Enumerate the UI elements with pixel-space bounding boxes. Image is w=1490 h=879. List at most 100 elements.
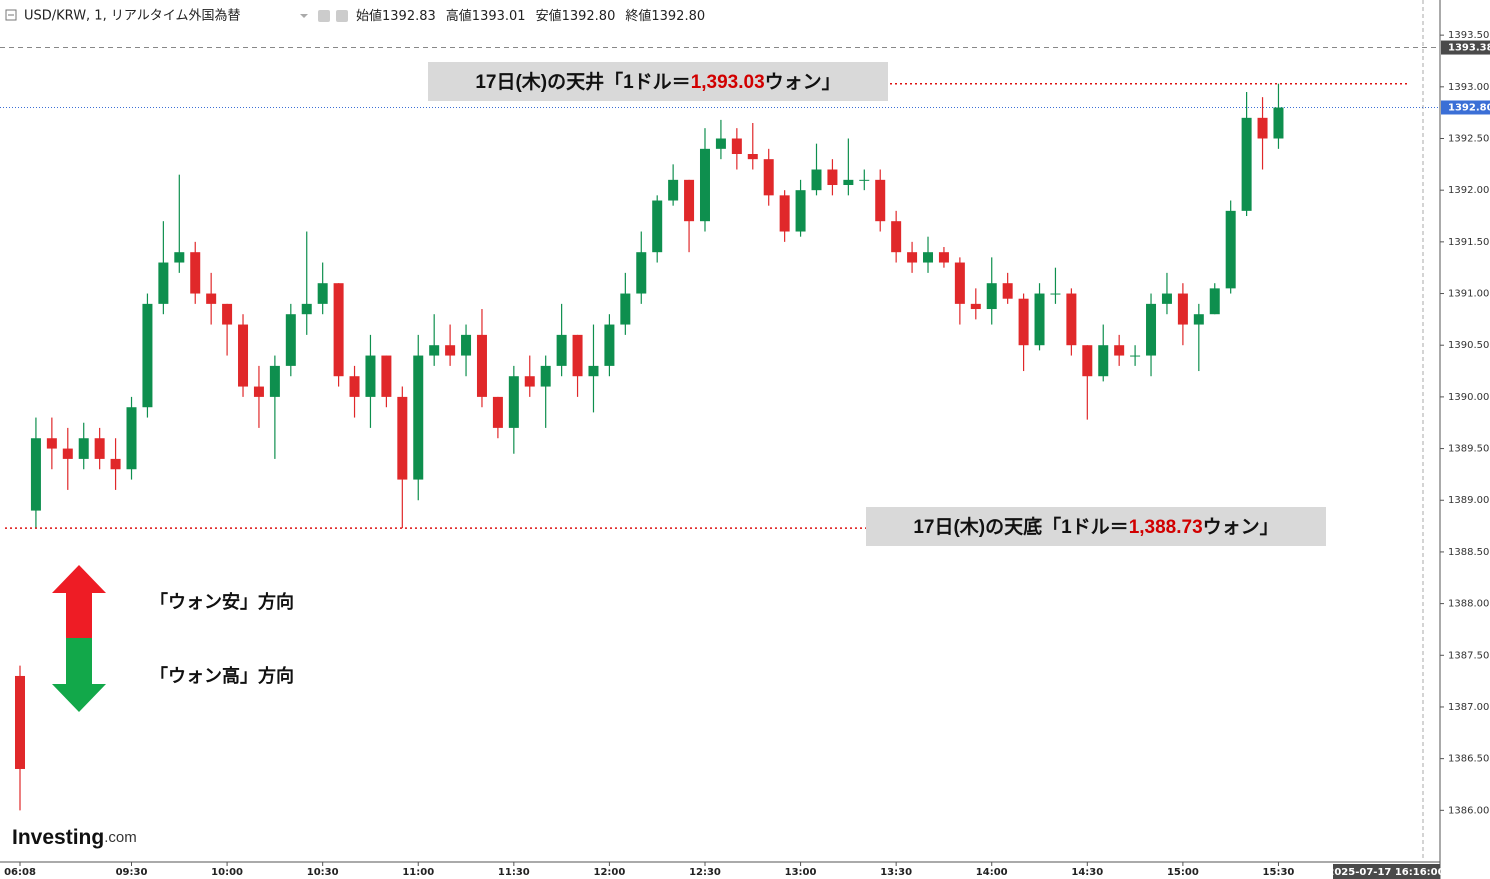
candle-body — [604, 324, 615, 366]
x-tick-label: 14:30 — [1071, 867, 1103, 878]
candle-body — [349, 376, 360, 397]
candle-body — [875, 179, 886, 222]
collapse-icon[interactable] — [5, 9, 17, 21]
candle-body — [1273, 107, 1284, 139]
candle-body — [923, 252, 934, 263]
candle-body — [381, 355, 392, 397]
candle-body — [46, 438, 57, 449]
candle-body — [206, 293, 217, 304]
candle-body — [126, 407, 137, 470]
x-tick-label: 10:30 — [307, 867, 339, 878]
candle-body — [731, 138, 742, 155]
dropdown-icon[interactable] — [300, 14, 308, 18]
cursor-time: 2025-07-17 16:16:00 — [1327, 867, 1444, 878]
candle-body — [540, 365, 551, 387]
candle-body — [1241, 117, 1252, 211]
y-tick-label: 1389.00 — [1448, 495, 1489, 506]
candle-body — [970, 303, 981, 310]
last-price-tag — [1441, 100, 1490, 115]
candle-body — [1257, 117, 1268, 139]
x-tick-label: 13:30 — [880, 867, 912, 878]
candle-body — [269, 365, 280, 397]
candle-body — [1130, 355, 1141, 357]
x-tick-label: 15:00 — [1167, 867, 1199, 878]
candle-body — [652, 200, 663, 253]
annotation-text: ウォン」 — [765, 71, 841, 93]
up-arrow — [52, 565, 106, 638]
direction-note: 「ウォン高」方向 — [150, 665, 294, 687]
candle-body — [1193, 314, 1204, 325]
annotation-text: ウォン」 — [1203, 516, 1279, 538]
eye-icon[interactable] — [318, 10, 330, 22]
ohlc-value: 1392.80 — [562, 9, 616, 24]
ohlc-label: 終値 — [625, 8, 651, 24]
ohlc-label: 安値 — [536, 8, 562, 24]
candle-body — [763, 159, 774, 196]
y-tick-label: 1388.50 — [1448, 547, 1489, 558]
candle-body — [668, 179, 679, 201]
y-tick-label: 1391.00 — [1448, 289, 1489, 300]
candle-body — [301, 303, 312, 315]
y-tick-label: 1386.50 — [1448, 754, 1489, 765]
ohlc-legend: 始値1392.83 高値1393.01 安値1392.80 終値1392.80 — [356, 8, 705, 24]
x-tick-label: 09:30 — [116, 867, 148, 878]
y-tick-label: 1387.00 — [1448, 702, 1489, 713]
annotation-text: 17日(木)の天井「1ドル＝ — [475, 70, 690, 93]
ohlc-value: 1392.80 — [651, 9, 705, 24]
candle-body — [62, 448, 73, 459]
down-arrow — [52, 638, 106, 712]
annotation-value: 1,388.73 — [1129, 517, 1203, 538]
candle-body — [476, 334, 487, 397]
candle-body — [1034, 293, 1045, 346]
crosshair-tag — [1441, 40, 1490, 55]
candle-body — [317, 283, 328, 304]
candle-body — [397, 396, 408, 480]
ohlc-value: 1393.01 — [472, 9, 526, 24]
candle-body — [811, 169, 822, 191]
y-tick-label: 1392.50 — [1448, 133, 1489, 144]
candle-body — [524, 376, 535, 387]
candle-body — [699, 148, 710, 222]
candle-body — [1114, 345, 1125, 356]
candle-body — [174, 252, 185, 263]
annotation-value: 1,393.03 — [691, 72, 765, 93]
candle-body — [588, 365, 599, 377]
y-tick-label: 1392.00 — [1448, 185, 1489, 196]
ohlc-item: 始値1392.83 — [356, 8, 436, 24]
ohlc-item: 安値1392.80 — [536, 8, 616, 24]
logo-name: Investing — [12, 826, 104, 849]
candle-body — [859, 179, 870, 181]
candle-body — [285, 314, 296, 366]
y-tick-label: 1387.50 — [1448, 650, 1489, 661]
last-price-label: 1392.80 — [1448, 102, 1490, 113]
ohlc-item: 終値1392.80 — [625, 8, 705, 24]
candle-body — [1002, 283, 1013, 299]
candle-body — [827, 169, 838, 186]
candle-body — [1225, 210, 1236, 289]
y-tick-label: 1389.50 — [1448, 444, 1489, 455]
y-tick-label: 1386.00 — [1448, 805, 1489, 816]
annotation: 17日(木)の天底「1ドル＝1,388.73ウォン」 — [913, 515, 1278, 538]
chart-title: USD/KRW, 1, リアルタイム外国為替 — [24, 8, 240, 24]
candle-body — [556, 334, 567, 366]
x-tick-label: 12:00 — [593, 867, 625, 878]
candle-body — [30, 438, 41, 511]
candle-body — [365, 355, 376, 397]
annotation-text: 17日(木)の天底「1ドル＝ — [913, 515, 1128, 538]
annotation-box — [428, 62, 888, 101]
ohlc-label: 高値 — [446, 8, 472, 24]
settings-icon[interactable] — [336, 10, 348, 22]
candle-body — [508, 376, 519, 428]
candle-body — [429, 345, 440, 356]
y-tick-label: 1388.00 — [1448, 599, 1489, 610]
candle-body — [938, 252, 949, 263]
candle-body — [78, 438, 89, 459]
candle-body — [715, 138, 726, 149]
candle-body — [572, 334, 583, 377]
candle-body — [15, 675, 25, 769]
cursor-time-tag — [1333, 864, 1440, 879]
candle-body — [1146, 303, 1157, 356]
candle-body — [1066, 293, 1077, 346]
candle-body — [413, 355, 424, 480]
y-tick-label: 1390.00 — [1448, 392, 1489, 403]
